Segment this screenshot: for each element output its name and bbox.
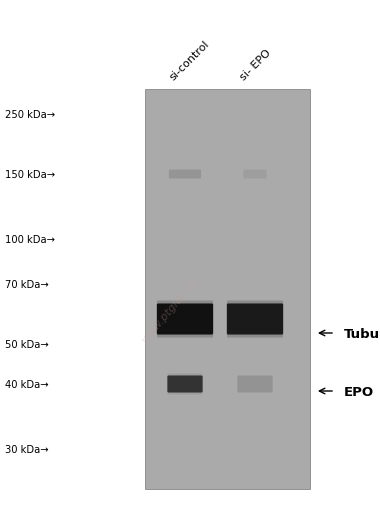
Text: 50 kDa→: 50 kDa→ [5, 340, 49, 349]
FancyBboxPatch shape [227, 301, 283, 338]
FancyBboxPatch shape [167, 376, 203, 393]
Text: EPO: EPO [344, 385, 374, 398]
FancyBboxPatch shape [157, 301, 213, 338]
Text: www.ptglab.co: www.ptglab.co [140, 275, 200, 344]
FancyBboxPatch shape [238, 376, 272, 393]
Text: si-control: si-control [168, 39, 211, 82]
Text: si- EPO: si- EPO [238, 47, 272, 82]
Text: Tubulin: Tubulin [344, 327, 380, 340]
Text: 70 kDa→: 70 kDa→ [5, 279, 49, 290]
Text: 250 kDa→: 250 kDa→ [5, 110, 55, 120]
FancyBboxPatch shape [167, 374, 203, 395]
Text: 150 kDa→: 150 kDa→ [5, 169, 55, 180]
FancyBboxPatch shape [227, 304, 283, 335]
Text: 40 kDa→: 40 kDa→ [5, 379, 49, 389]
FancyBboxPatch shape [157, 304, 213, 335]
FancyBboxPatch shape [243, 170, 267, 179]
Bar [145, 90, 310, 489]
FancyBboxPatch shape [169, 170, 201, 179]
Text: 30 kDa→: 30 kDa→ [5, 444, 49, 454]
Text: 100 kDa→: 100 kDa→ [5, 235, 55, 244]
